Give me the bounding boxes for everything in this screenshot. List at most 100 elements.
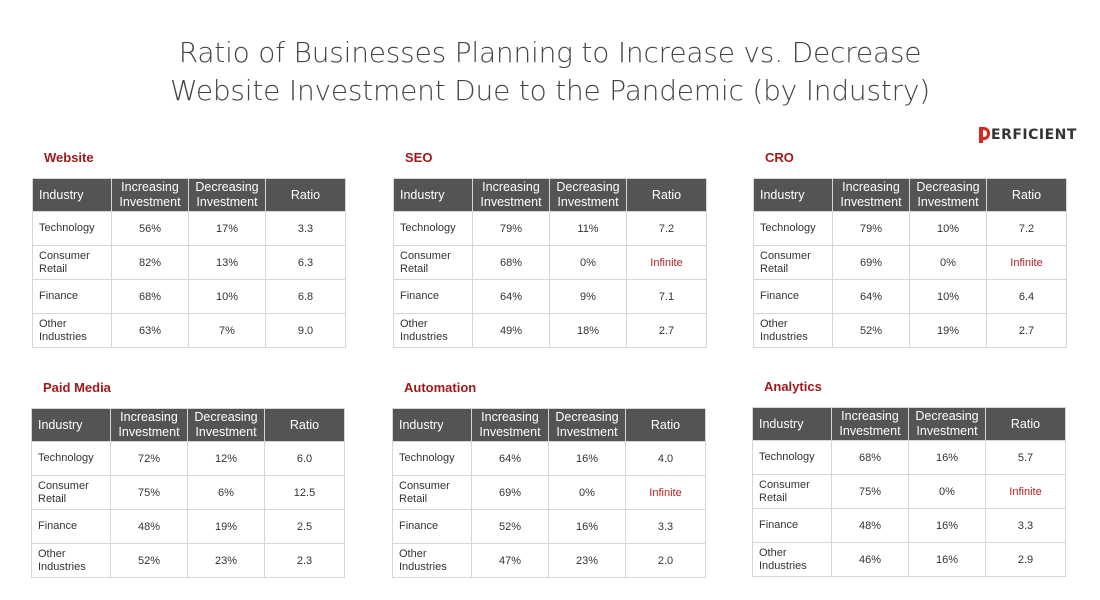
industry-cell: Other Industries <box>32 313 112 348</box>
ratio-cell: 2.9 <box>985 542 1066 577</box>
ratio-cell: 9.0 <box>265 313 346 348</box>
table-header-row: Industry Increasing Investment Decreasing In… <box>32 178 346 212</box>
table-header-row: Industry Increasing Investment Decreasing In… <box>393 178 707 212</box>
increasing-cell: 48% <box>110 509 188 544</box>
decreasing-cell: 16% <box>908 508 986 543</box>
increasing-cell: 69% <box>471 475 549 510</box>
increasing-cell: 75% <box>110 475 188 510</box>
decreasing-cell: 16% <box>548 441 626 476</box>
header-industry-line-1: Industry <box>39 187 84 202</box>
table-row: Technology 79% 11% 7.2 <box>393 211 707 246</box>
header-ratio: Ratio <box>625 408 706 442</box>
header-increasing-investment: Increasing Investment <box>110 408 188 442</box>
table-row: Consumer Retail 69% 0% Infinite <box>392 475 706 510</box>
industry-cell: Other Industries <box>753 313 833 348</box>
header-ratio: Ratio <box>985 407 1066 441</box>
header-increasing-investment: Increasing Investment <box>111 178 189 212</box>
industry-cell: Consumer Retail <box>31 475 111 510</box>
decreasing-cell: 10% <box>909 279 987 314</box>
increasing-cell: 68% <box>111 279 189 314</box>
table-row: Other Industries 49% 18% 2.7 <box>393 313 707 348</box>
industry-cell: Other Industries <box>392 543 472 578</box>
increasing-cell: 52% <box>471 509 549 544</box>
table-row: Technology 79% 10% 7.2 <box>753 211 1067 246</box>
panel-cro: CRO Industry Increasing Investment Decreasin… <box>753 150 1067 348</box>
ratio-cell: 7.2 <box>626 211 707 246</box>
increasing-cell: 47% <box>471 543 549 578</box>
increasing-cell: 82% <box>111 245 189 280</box>
decreasing-cell: 19% <box>909 313 987 348</box>
header-increasing-investment-line-1: Increasing <box>121 180 179 194</box>
ratio-cell: 6.4 <box>986 279 1067 314</box>
header-increasing-investment-line-1: Increasing <box>482 180 540 194</box>
industry-cell: Finance <box>32 279 112 314</box>
data-table-automation: Industry Increasing Investment Decreasing In… <box>392 408 706 578</box>
table-row: Finance 64% 9% 7.1 <box>393 279 707 314</box>
perficient-logo: ERFICIENT <box>979 125 1077 145</box>
decreasing-cell: 0% <box>549 245 627 280</box>
industry-cell: Finance <box>753 279 833 314</box>
ratio-cell: 2.3 <box>264 543 345 578</box>
decreasing-cell: 16% <box>908 542 986 577</box>
ratio-cell: 7.2 <box>986 211 1067 246</box>
industry-cell: Technology <box>752 440 832 475</box>
ratio-cell: 7.1 <box>626 279 707 314</box>
ratio-cell: 12.5 <box>264 475 345 510</box>
ratio-cell: 3.3 <box>985 508 1066 543</box>
panel-analytics: Analytics Industry Increasing Investment Dec… <box>752 379 1066 577</box>
header-ratio-line-1: Ratio <box>1011 187 1042 202</box>
data-table-cro: Industry Increasing Investment Decreasing In… <box>753 178 1067 348</box>
table-row: Technology 72% 12% 6.0 <box>31 441 345 476</box>
table-row: Consumer Retail 69% 0% Infinite <box>753 245 1067 280</box>
industry-cell: Technology <box>392 441 472 476</box>
table-header-row: Industry Increasing Investment Decreasing In… <box>752 407 1066 441</box>
industry-cell: Technology <box>31 441 111 476</box>
increasing-cell: 52% <box>832 313 910 348</box>
table-row: Other Industries 52% 19% 2.7 <box>753 313 1067 348</box>
header-industry-line-1: Industry <box>759 416 804 431</box>
decreasing-cell: 0% <box>909 245 987 280</box>
perficient-logo-text: ERFICIENT <box>991 127 1077 143</box>
panel-title-seo: SEO <box>405 150 433 165</box>
table-row: Other Industries 46% 16% 2.9 <box>752 542 1066 577</box>
table-row: Technology 68% 16% 5.7 <box>752 440 1066 475</box>
increasing-cell: 72% <box>110 441 188 476</box>
header-industry: Industry <box>753 178 833 212</box>
decreasing-cell: 12% <box>187 441 265 476</box>
decreasing-cell: 9% <box>549 279 627 314</box>
table-row: Finance 68% 10% 6.8 <box>32 279 346 314</box>
header-decreasing-investment-line-1: Decreasing <box>556 180 620 194</box>
header-industry: Industry <box>392 408 472 442</box>
header-decreasing-investment-line-1: Decreasing <box>194 410 258 424</box>
table-header-row: Industry Increasing Investment Decreasing In… <box>753 178 1067 212</box>
industry-cell: Consumer Retail <box>32 245 112 280</box>
header-decreasing-investment-line-1: Decreasing <box>195 180 259 194</box>
decreasing-cell: 23% <box>548 543 626 578</box>
increasing-cell: 68% <box>831 440 909 475</box>
increasing-cell: 52% <box>110 543 188 578</box>
header-increasing-investment-line-2: Investment <box>118 425 180 439</box>
increasing-cell: 64% <box>832 279 910 314</box>
decreasing-cell: 7% <box>188 313 266 348</box>
decreasing-cell: 17% <box>188 211 266 246</box>
table-row: Consumer Retail 68% 0% Infinite <box>393 245 707 280</box>
table-row: Finance 48% 19% 2.5 <box>31 509 345 544</box>
ratio-cell: 3.3 <box>265 211 346 246</box>
header-ratio-line-1: Ratio <box>650 417 681 432</box>
industry-cell: Finance <box>31 509 111 544</box>
header-decreasing-investment-line-2: Investment <box>917 195 979 209</box>
panel-seo: SEO Industry Increasing Investment Decreasin… <box>393 150 707 348</box>
ratio-cell: 6.8 <box>265 279 346 314</box>
industry-cell: Other Industries <box>393 313 473 348</box>
table-row: Consumer Retail 75% 0% Infinite <box>752 474 1066 509</box>
industry-cell: Consumer Retail <box>752 474 832 509</box>
industry-cell: Consumer Retail <box>392 475 472 510</box>
table-row: Finance 64% 10% 6.4 <box>753 279 1067 314</box>
industry-cell: Technology <box>753 211 833 246</box>
header-increasing-investment: Increasing Investment <box>471 408 549 442</box>
header-ratio-line-1: Ratio <box>289 417 320 432</box>
decreasing-cell: 19% <box>187 509 265 544</box>
panel-automation: Automation Industry Increasing Investment De… <box>392 380 706 578</box>
panel-title-cro: CRO <box>765 150 794 165</box>
ratio-cell: 6.0 <box>264 441 345 476</box>
